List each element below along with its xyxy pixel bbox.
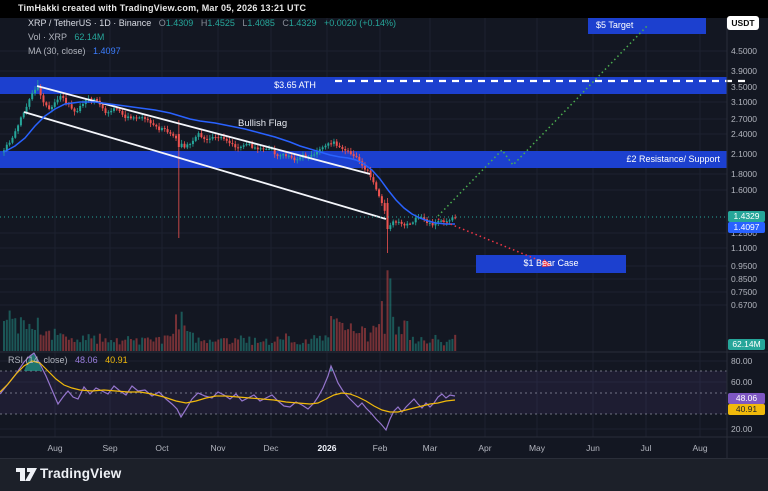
rsi-ma-value: 40.91 (105, 355, 128, 365)
time-axis-label: May (528, 443, 546, 453)
close-label: C (282, 18, 289, 28)
footer-bar (0, 458, 768, 491)
target-banner-label[interactable]: $5 Target (596, 20, 634, 30)
low-value: 1.4085 (247, 18, 275, 28)
price-axis-label: 60.00 (731, 377, 753, 387)
bullish-flag-label[interactable]: Bullish Flag (238, 118, 288, 129)
price-axis-badge: 1.4097 (728, 221, 765, 233)
open-label: O (158, 18, 166, 28)
price-axis-label: 20.00 (731, 424, 753, 434)
ma-legend[interactable]: MA (30, close) 1.4097 (28, 46, 121, 56)
time-axis-label: Aug (692, 443, 708, 453)
time-axis-label: Oct (155, 443, 169, 453)
ath-banner-label[interactable]: $3.65 ATH (274, 80, 316, 90)
price-axis-label: 80.00 (731, 356, 753, 366)
price-axis-label: 3.9000 (731, 66, 757, 76)
price-axis-label: 1.2500 (731, 228, 757, 238)
price-axis-label: 1.6000 (731, 185, 757, 195)
time-axis-label: Apr (478, 443, 492, 453)
symbol-title: XRP / TetherUS · 1D · Binance (28, 18, 152, 28)
volume-value: 62.14M (74, 32, 105, 42)
price-axis-badge: 48.06 (728, 392, 765, 404)
rsi-label: RSI (14, close) (8, 355, 68, 365)
footer-brand-text: TradingView (40, 466, 122, 481)
time-axis-label: Dec (263, 443, 279, 453)
price-axis-badge: 40.91 (728, 403, 765, 415)
price-axis-label: 2.7000 (731, 114, 757, 124)
high-value: 1.4525 (207, 18, 235, 28)
volume-legend[interactable]: Vol · XRP 62.14M (28, 32, 104, 42)
rsi-value: 48.06 (75, 355, 98, 365)
time-axis-label: Feb (372, 443, 388, 453)
price-axis-label: 3.5000 (731, 82, 757, 92)
price-axis-label: 0.7500 (731, 287, 757, 297)
top-watermark-bar (0, 0, 768, 18)
time-axis-label: Sep (102, 443, 118, 453)
price-axis-label: 2.1000 (731, 149, 757, 159)
time-axis-label: Jul (640, 443, 652, 453)
watermark-text: TimHakki created with TradingView.com, M… (18, 3, 307, 13)
ma-value: 1.4097 (93, 46, 121, 56)
tradingview-logo-icon[interactable] (14, 465, 54, 485)
price-axis-badge: 1.4329 (728, 210, 765, 222)
time-axis-label: Mar (422, 443, 438, 453)
close-value: 1.4329 (288, 18, 317, 28)
price-axis-label: 0.8500 (731, 274, 757, 284)
currency-toggle-button[interactable]: USDT (727, 16, 759, 30)
time-axis-label: 2026 (317, 443, 337, 453)
price-axis-label: 1.8000 (731, 169, 757, 179)
price-axis-badge: 62.14M (728, 338, 765, 350)
rsi-legend[interactable]: RSI (14, close) 48.06 40.91 (8, 355, 128, 365)
high-label: H (200, 18, 208, 28)
price-axis-label: 3.1000 (731, 97, 757, 107)
time-axis-label: Aug (47, 443, 63, 453)
ma-label: MA (30, close) (28, 46, 86, 56)
symbol-legend[interactable]: XRP / TetherUS · 1D · Binance O1.4309 H1… (28, 18, 396, 28)
low-label: L (242, 18, 248, 28)
price-axis-label: 2.4000 (731, 129, 757, 139)
time-axis-label: Nov (210, 443, 226, 453)
bear-banner-label[interactable]: $1 Bear Case (523, 258, 579, 268)
price-axis-label: 0.6700 (731, 300, 757, 310)
price-axis-label: 4.5000 (731, 46, 757, 56)
price-axis-label: 0.9500 (731, 261, 757, 271)
volume-label: Vol · XRP (28, 32, 67, 42)
price-axis-label: 1.1000 (731, 243, 757, 253)
resistance-banner-label[interactable]: £2 Resistance/ Support (626, 154, 720, 164)
change-value: +0.0020 (+0.14%) (323, 18, 397, 28)
time-axis-label: Jun (586, 443, 600, 453)
open-value: 1.4309 (165, 18, 194, 28)
